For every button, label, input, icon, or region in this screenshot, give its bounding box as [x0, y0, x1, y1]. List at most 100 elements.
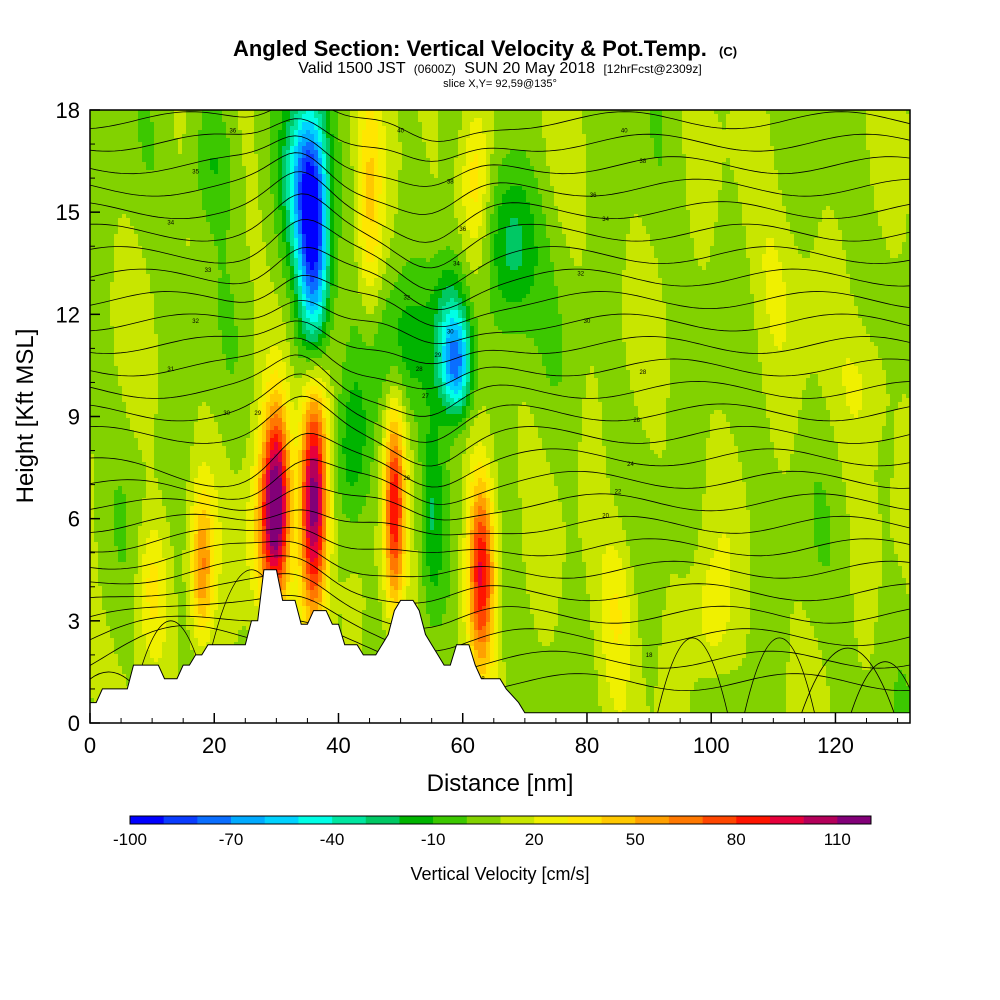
- velocity-cell: [710, 134, 715, 139]
- velocity-cell: [858, 122, 863, 127]
- velocity-cell: [258, 138, 263, 143]
- velocity-cell: [422, 134, 427, 139]
- velocity-cell: [138, 114, 143, 119]
- velocity-cell: [750, 134, 755, 139]
- velocity-cell: [610, 114, 615, 119]
- velocity-cell: [746, 118, 751, 123]
- velocity-cell: [806, 118, 811, 123]
- velocity-cell: [782, 134, 787, 139]
- velocity-cell: [834, 138, 839, 143]
- velocity-cell: [106, 138, 111, 143]
- velocity-cell: [594, 118, 599, 123]
- velocity-cell: [598, 114, 603, 119]
- velocity-cell: [454, 114, 459, 119]
- velocity-cell: [638, 118, 643, 123]
- velocity-cell: [578, 138, 583, 143]
- velocity-cell: [130, 114, 135, 119]
- velocity-cell: [118, 114, 123, 119]
- velocity-cell: [218, 122, 223, 127]
- velocity-cell: [282, 126, 287, 131]
- velocity-cell: [134, 138, 139, 143]
- velocity-cell: [754, 138, 759, 143]
- velocity-cell: [242, 122, 247, 127]
- velocity-cell: [602, 130, 607, 135]
- velocity-cell: [238, 114, 243, 119]
- velocity-cell: [582, 138, 587, 143]
- velocity-cell: [614, 130, 619, 135]
- velocity-cell: [730, 114, 735, 119]
- velocity-cell: [710, 118, 715, 123]
- velocity-cell: [522, 118, 527, 123]
- velocity-cell: [898, 114, 903, 119]
- velocity-cell: [102, 130, 107, 135]
- velocity-cell: [282, 114, 287, 119]
- velocity-cell: [534, 134, 539, 139]
- velocity-cell: [178, 142, 183, 147]
- velocity-cell: [866, 138, 871, 143]
- velocity-cell: [586, 126, 591, 131]
- velocity-cell: [346, 134, 351, 139]
- velocity-cell: [378, 126, 383, 131]
- velocity-cell: [274, 114, 279, 119]
- velocity-cell: [202, 130, 207, 135]
- velocity-cell: [138, 134, 143, 139]
- velocity-cell: [394, 138, 399, 143]
- velocity-cell: [470, 138, 475, 143]
- velocity-cell: [650, 130, 655, 135]
- velocity-cell: [622, 114, 627, 119]
- velocity-cell: [842, 126, 847, 131]
- velocity-cell: [350, 118, 355, 123]
- velocity-cell: [826, 130, 831, 135]
- velocity-cell: [270, 130, 275, 135]
- velocity-cell: [662, 138, 667, 143]
- velocity-cell: [626, 138, 631, 143]
- velocity-cell: [238, 138, 243, 143]
- velocity-cell: [862, 126, 867, 131]
- velocity-cell: [150, 122, 155, 127]
- velocity-cell: [410, 118, 415, 123]
- velocity-cell: [542, 118, 547, 123]
- velocity-cell: [222, 122, 227, 127]
- velocity-cell: [798, 122, 803, 127]
- velocity-cell: [822, 122, 827, 127]
- velocity-cell: [570, 130, 575, 135]
- velocity-cell: [158, 122, 163, 127]
- velocity-cell: [510, 138, 515, 143]
- velocity-cell: [130, 138, 135, 143]
- velocity-cell: [466, 130, 471, 135]
- velocity-cell: [606, 134, 611, 139]
- velocity-cell: [750, 114, 755, 119]
- velocity-cell: [678, 126, 683, 131]
- velocity-cell: [710, 138, 715, 143]
- velocity-cell: [826, 118, 831, 123]
- velocity-cell: [678, 114, 683, 119]
- velocity-cell: [458, 114, 463, 119]
- velocity-cell: [482, 122, 487, 127]
- velocity-cell: [98, 138, 103, 143]
- velocity-cell: [354, 138, 359, 143]
- velocity-cell: [170, 122, 175, 127]
- velocity-cell: [346, 122, 351, 127]
- velocity-cell: [226, 122, 231, 127]
- velocity-cell: [438, 118, 443, 123]
- velocity-cell: [238, 122, 243, 127]
- velocity-cell: [510, 134, 515, 139]
- velocity-cell: [646, 118, 651, 123]
- velocity-cell: [254, 126, 259, 131]
- velocity-cell: [590, 126, 595, 131]
- velocity-cell: [646, 122, 651, 127]
- velocity-cell: [710, 114, 715, 119]
- velocity-cell: [426, 122, 431, 127]
- velocity-cell: [798, 130, 803, 135]
- velocity-cell: [474, 134, 479, 139]
- velocity-cell: [494, 138, 499, 143]
- velocity-cell: [870, 138, 875, 143]
- velocity-cell: [770, 126, 775, 131]
- velocity-cell: [486, 134, 491, 139]
- velocity-cell: [198, 114, 203, 119]
- velocity-cell: [594, 134, 599, 139]
- velocity-cell: [842, 138, 847, 143]
- velocity-cell: [438, 134, 443, 139]
- velocity-cell: [794, 122, 799, 127]
- velocity-cell: [662, 130, 667, 135]
